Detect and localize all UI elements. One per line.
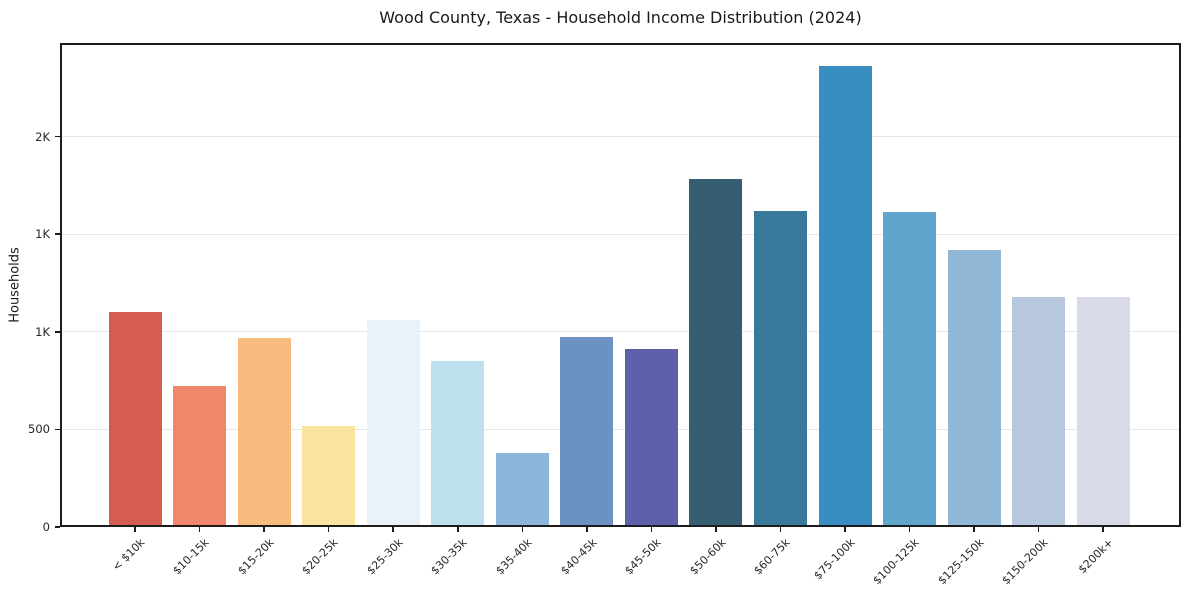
x-tick-label: $150-200k [999, 536, 1051, 588]
x-tick-mark [198, 527, 201, 532]
x-tick-label: $15-20k [235, 536, 277, 578]
bar [883, 211, 937, 527]
x-tick-mark [1102, 527, 1105, 532]
y-tick-label: 1K [35, 324, 50, 339]
bar [818, 66, 872, 527]
x-tick-mark [263, 527, 265, 532]
y-tick-label: 1K [35, 227, 50, 242]
bar [560, 336, 614, 527]
x-tick-mark [1037, 527, 1040, 532]
bar [237, 337, 291, 527]
bar [431, 361, 485, 527]
bar [173, 386, 227, 527]
left-spine [60, 43, 62, 527]
x-tick-mark [844, 527, 846, 532]
x-tick-label: $30-35k [428, 536, 470, 578]
plot-area [60, 43, 1181, 527]
x-tick-label: $25-30k [364, 536, 406, 578]
bar [947, 249, 1001, 527]
x-tick-label: $20-25k [299, 536, 341, 578]
y-tick-mark [55, 331, 60, 333]
x-tick-label: $50-60k [686, 536, 729, 578]
bar [108, 312, 162, 527]
chart-title: Wood County, Texas - Household Income Di… [379, 8, 862, 27]
y-tick-mark [55, 526, 60, 528]
bar [302, 425, 356, 527]
x-tick-mark [650, 527, 653, 532]
bar [1012, 296, 1066, 527]
bar [754, 210, 807, 527]
x-tick-label: < $10k [109, 536, 148, 574]
y-tick-mark [55, 233, 60, 236]
x-tick-label: $35-40k [493, 536, 535, 578]
bar [1076, 296, 1130, 527]
x-tick-label: $75-100k [811, 536, 858, 583]
x-tick-mark [327, 527, 330, 532]
gridline [60, 428, 1181, 430]
x-tick-mark [779, 527, 782, 532]
x-tick-label: $100-125k [870, 536, 922, 588]
x-tick-label: $45-50k [622, 536, 664, 578]
bar [689, 178, 743, 527]
x-tick-label: $40-45k [557, 536, 600, 578]
gridline [60, 331, 1181, 333]
x-tick-mark [586, 527, 588, 532]
bar [495, 452, 549, 527]
x-tick-label: $125-150k [935, 536, 987, 588]
x-tick-label: $60-75k [751, 536, 793, 578]
x-tick-label: $10-15k [170, 536, 212, 578]
x-tick-mark [908, 527, 911, 532]
y-tick-mark [55, 428, 60, 431]
right-spine [1179, 43, 1181, 527]
y-tick-label: 0 [42, 520, 50, 534]
x-tick-mark [521, 527, 524, 532]
gridline [60, 233, 1181, 235]
bar [366, 320, 420, 527]
x-tick-mark [715, 527, 717, 532]
y-tick-label: 2K [35, 129, 50, 144]
x-tick-mark [134, 527, 136, 532]
x-tick-mark [456, 527, 459, 532]
top-spine [60, 43, 1181, 45]
y-tick-label: 500 [28, 422, 50, 437]
bar [624, 349, 678, 527]
x-tick-mark [973, 527, 975, 532]
bottom-spine [60, 525, 1181, 527]
y-tick-mark [55, 135, 60, 138]
x-tick-mark [392, 527, 394, 532]
gridline [60, 136, 1181, 138]
y-axis-label: Households [7, 247, 23, 323]
x-tick-label: $200k+ [1075, 536, 1116, 577]
